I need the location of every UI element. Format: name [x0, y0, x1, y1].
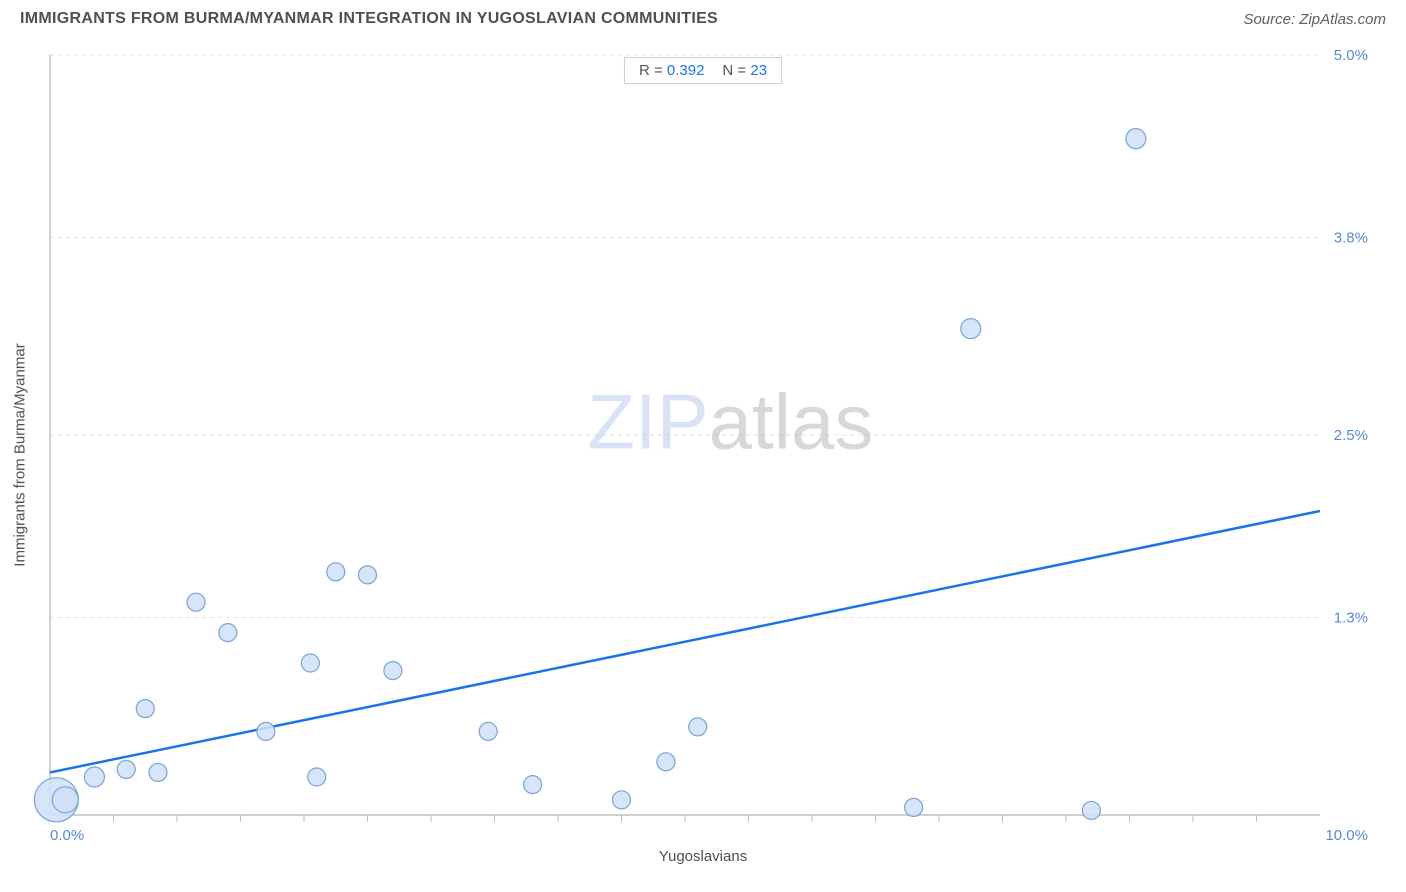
- svg-text:10.0%: 10.0%: [1325, 827, 1368, 844]
- x-axis-label: Yugoslavians: [659, 848, 747, 865]
- svg-text:2.5%: 2.5%: [1334, 427, 1368, 444]
- n-stat: N = 23: [722, 62, 767, 79]
- scatter-chart: 1.3% 2.5% 3.8% 5.0% 0.0% 10.0%: [20, 45, 1386, 865]
- svg-text:5.0%: 5.0%: [1334, 47, 1368, 64]
- stats-box: R = 0.392 N = 23: [624, 57, 782, 84]
- chart-container: Immigrants from Burma/Myanmar Yugoslavia…: [20, 45, 1386, 865]
- source-attribution: Source: ZipAtlas.com: [1243, 11, 1386, 28]
- r-stat: R = 0.392: [639, 62, 704, 79]
- page-title: IMMIGRANTS FROM BURMA/MYANMAR INTEGRATIO…: [20, 10, 718, 28]
- y-axis-label: Immigrants from Burma/Myanmar: [12, 343, 29, 566]
- svg-text:1.3%: 1.3%: [1334, 609, 1368, 626]
- svg-text:3.8%: 3.8%: [1334, 229, 1368, 246]
- svg-text:0.0%: 0.0%: [50, 827, 84, 844]
